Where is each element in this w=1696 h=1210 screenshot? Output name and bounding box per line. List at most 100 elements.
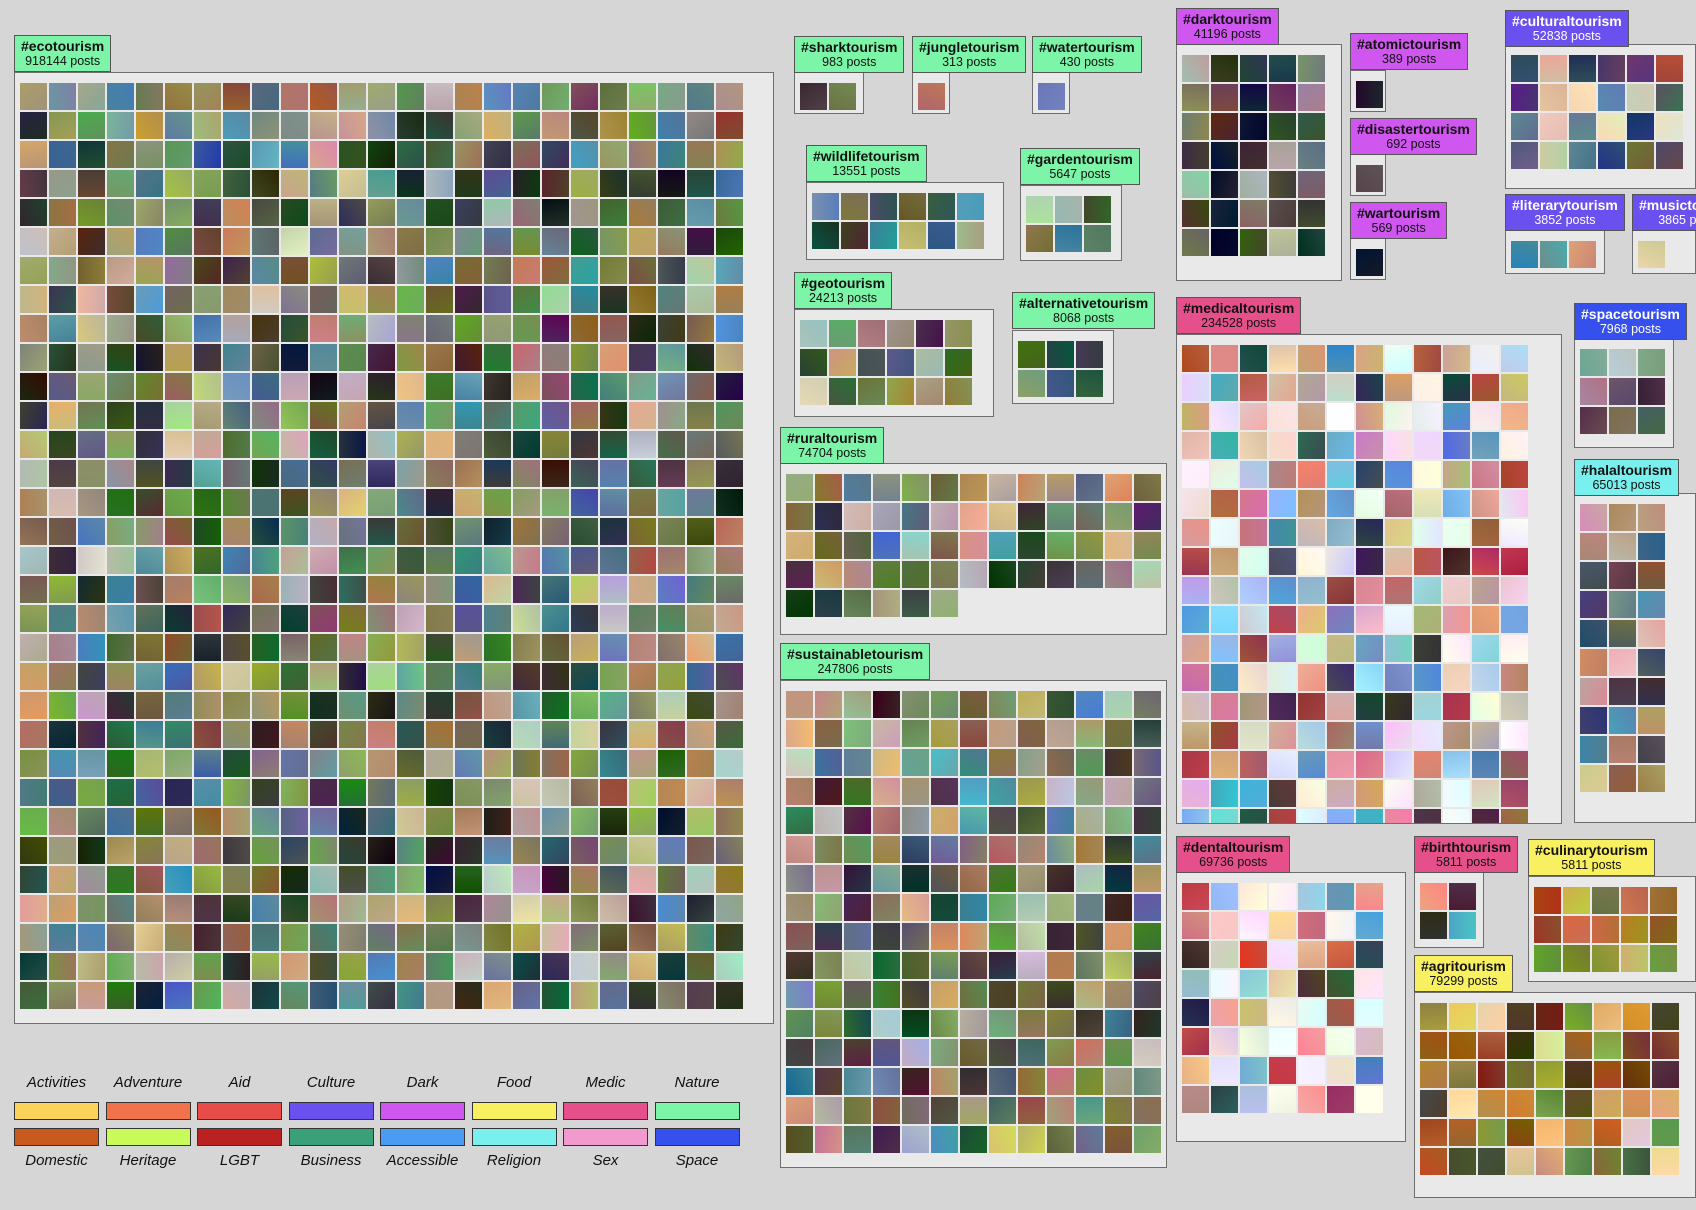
post-thumbnail[interactable] xyxy=(1563,916,1590,943)
post-thumbnail[interactable] xyxy=(1018,807,1045,834)
post-thumbnail[interactable] xyxy=(1385,403,1412,430)
post-thumbnail[interactable] xyxy=(629,460,656,487)
post-thumbnail[interactable] xyxy=(1182,970,1209,997)
post-thumbnail[interactable] xyxy=(107,344,134,371)
post-thumbnail[interactable] xyxy=(931,1097,958,1124)
post-thumbnail[interactable] xyxy=(1356,249,1383,276)
post-thumbnail[interactable] xyxy=(513,721,540,748)
post-thumbnail[interactable] xyxy=(960,952,987,979)
post-thumbnail[interactable] xyxy=(484,547,511,574)
post-thumbnail[interactable] xyxy=(989,778,1016,805)
post-thumbnail[interactable] xyxy=(368,402,395,429)
post-thumbnail[interactable] xyxy=(716,750,743,777)
post-thumbnail[interactable] xyxy=(484,692,511,719)
post-thumbnail[interactable] xyxy=(1298,519,1325,546)
post-thumbnail[interactable] xyxy=(1656,55,1683,82)
post-thumbnail[interactable] xyxy=(252,83,279,110)
post-thumbnail[interactable] xyxy=(542,663,569,690)
post-thumbnail[interactable] xyxy=(1638,765,1665,792)
post-thumbnail[interactable] xyxy=(629,837,656,864)
post-thumbnail[interactable] xyxy=(873,923,900,950)
post-thumbnail[interactable] xyxy=(1534,945,1561,972)
post-thumbnail[interactable] xyxy=(629,750,656,777)
post-thumbnail[interactable] xyxy=(339,837,366,864)
post-thumbnail[interactable] xyxy=(484,228,511,255)
post-thumbnail[interactable] xyxy=(1182,84,1209,111)
post-thumbnail[interactable] xyxy=(339,112,366,139)
post-thumbnail[interactable] xyxy=(600,257,627,284)
post-thumbnail[interactable] xyxy=(989,952,1016,979)
post-thumbnail[interactable] xyxy=(1182,883,1209,910)
post-thumbnail[interactable] xyxy=(20,576,47,603)
post-thumbnail[interactable] xyxy=(223,576,250,603)
post-thumbnail[interactable] xyxy=(815,691,842,718)
post-thumbnail[interactable] xyxy=(49,286,76,313)
post-thumbnail[interactable] xyxy=(1650,945,1677,972)
post-thumbnail[interactable] xyxy=(368,692,395,719)
post-thumbnail[interactable] xyxy=(455,257,482,284)
post-thumbnail[interactable] xyxy=(281,866,308,893)
post-thumbnail[interactable] xyxy=(1134,923,1161,950)
post-thumbnail[interactable] xyxy=(455,315,482,342)
post-thumbnail[interactable] xyxy=(629,924,656,951)
post-thumbnail[interactable] xyxy=(194,895,221,922)
post-thumbnail[interactable] xyxy=(426,982,453,1009)
post-thumbnail[interactable] xyxy=(1047,1039,1074,1066)
post-thumbnail[interactable] xyxy=(1105,532,1132,559)
post-thumbnail[interactable] xyxy=(310,750,337,777)
post-thumbnail[interactable] xyxy=(844,894,871,921)
post-thumbnail[interactable] xyxy=(426,402,453,429)
post-thumbnail[interactable] xyxy=(1211,171,1238,198)
post-thumbnail[interactable] xyxy=(629,141,656,168)
post-thumbnail[interactable] xyxy=(1134,749,1161,776)
post-thumbnail[interactable] xyxy=(107,373,134,400)
post-thumbnail[interactable] xyxy=(1211,519,1238,546)
post-thumbnail[interactable] xyxy=(310,344,337,371)
post-thumbnail[interactable] xyxy=(687,344,714,371)
post-thumbnail[interactable] xyxy=(397,721,424,748)
post-thumbnail[interactable] xyxy=(629,866,656,893)
post-thumbnail[interactable] xyxy=(542,779,569,806)
post-thumbnail[interactable] xyxy=(571,924,598,951)
post-thumbnail[interactable] xyxy=(339,170,366,197)
post-thumbnail[interactable] xyxy=(20,837,47,864)
post-thumbnail[interactable] xyxy=(513,576,540,603)
post-thumbnail[interactable] xyxy=(1269,84,1296,111)
post-thumbnail[interactable] xyxy=(1038,83,1065,110)
post-thumbnail[interactable] xyxy=(1443,635,1470,662)
post-thumbnail[interactable] xyxy=(78,315,105,342)
post-thumbnail[interactable] xyxy=(1134,561,1161,588)
post-thumbnail[interactable] xyxy=(1018,894,1045,921)
post-thumbnail[interactable] xyxy=(1414,664,1441,691)
post-thumbnail[interactable] xyxy=(1298,432,1325,459)
post-thumbnail[interactable] xyxy=(426,721,453,748)
post-thumbnail[interactable] xyxy=(1076,1126,1103,1153)
post-thumbnail[interactable] xyxy=(339,982,366,1009)
post-thumbnail[interactable] xyxy=(252,199,279,226)
post-thumbnail[interactable] xyxy=(571,83,598,110)
post-thumbnail[interactable] xyxy=(1609,649,1636,676)
post-thumbnail[interactable] xyxy=(1298,229,1325,256)
post-thumbnail[interactable] xyxy=(78,518,105,545)
post-thumbnail[interactable] xyxy=(716,924,743,951)
post-thumbnail[interactable] xyxy=(484,286,511,313)
post-thumbnail[interactable] xyxy=(1047,1097,1074,1124)
post-thumbnail[interactable] xyxy=(194,170,221,197)
post-thumbnail[interactable] xyxy=(1414,635,1441,662)
post-thumbnail[interactable] xyxy=(1443,345,1470,372)
post-thumbnail[interactable] xyxy=(1507,1148,1534,1175)
post-thumbnail[interactable] xyxy=(1105,474,1132,501)
post-thumbnail[interactable] xyxy=(815,778,842,805)
post-thumbnail[interactable] xyxy=(397,692,424,719)
post-thumbnail[interactable] xyxy=(1240,912,1267,939)
post-thumbnail[interactable] xyxy=(1327,606,1354,633)
post-thumbnail[interactable] xyxy=(1580,504,1607,531)
post-thumbnail[interactable] xyxy=(542,141,569,168)
post-thumbnail[interactable] xyxy=(1621,887,1648,914)
post-thumbnail[interactable] xyxy=(1298,577,1325,604)
post-thumbnail[interactable] xyxy=(107,982,134,1009)
post-thumbnail[interactable] xyxy=(1356,999,1383,1026)
post-thumbnail[interactable] xyxy=(928,222,955,249)
post-thumbnail[interactable] xyxy=(716,895,743,922)
post-thumbnail[interactable] xyxy=(78,402,105,429)
